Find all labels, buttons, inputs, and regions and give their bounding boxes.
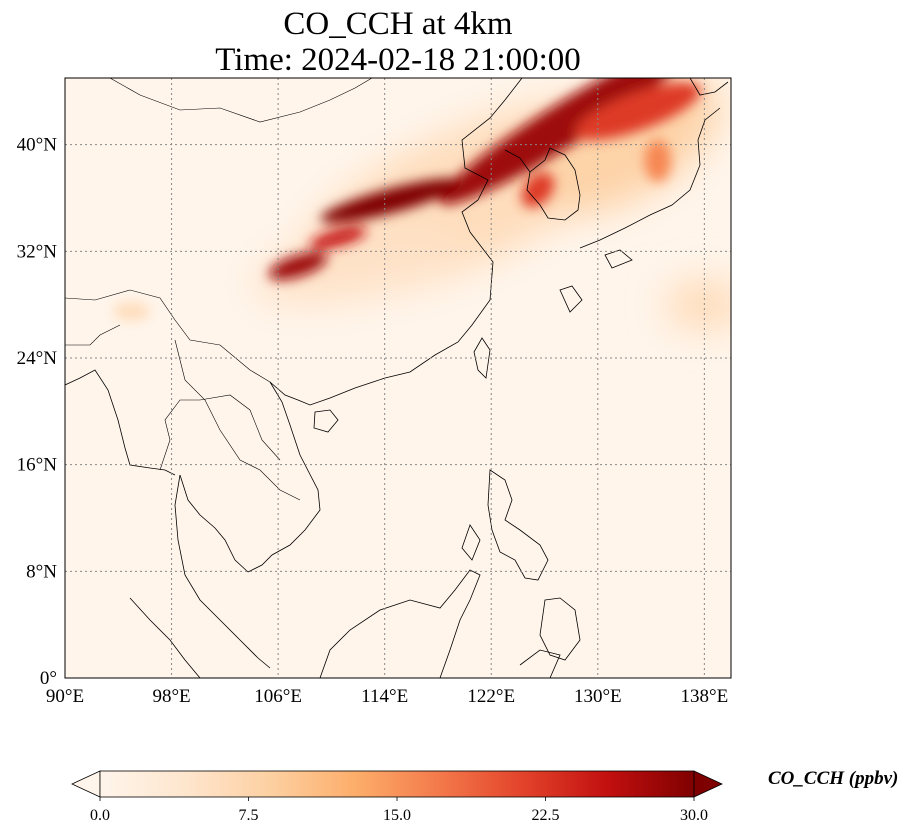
lon-tick-label: 106°E <box>254 686 302 707</box>
lat-tick-label: 40°N <box>17 135 58 156</box>
colorbar: 0.0 7.5 15.0 22.5 30.0 <box>71 770 723 824</box>
lon-tick-label: 122°E <box>467 686 515 707</box>
lon-tick-label: 138°E <box>681 686 729 707</box>
map-frame <box>64 77 732 679</box>
lat-tick-labels: 0° 8°N 16°N 24°N 32°N 40°N <box>17 135 58 689</box>
central-china-plume-1 <box>309 227 367 249</box>
lat-tick-label: 32°N <box>17 241 58 262</box>
lat-tick-label: 24°N <box>17 348 58 369</box>
north-china-plume <box>320 178 463 223</box>
colorbar-extend-max <box>693 770 723 798</box>
colorbar-tick-label: 22.5 <box>532 807 560 824</box>
plume-layer <box>112 78 701 321</box>
lat-tick-label: 0° <box>40 668 57 689</box>
yellow-sea-plume <box>521 172 555 208</box>
lon-tick-labels: 90°E 98°E 106°E 114°E 122°E 130°E 138°E <box>46 686 728 707</box>
japan-plume <box>644 139 672 183</box>
colorbar-extend-min <box>71 770 101 798</box>
colorbar-tick-label: 15.0 <box>383 807 411 824</box>
central-china-plume-2 <box>268 252 328 280</box>
gridlines <box>65 78 731 678</box>
colorbar-ticks: 0.0 7.5 15.0 22.5 30.0 <box>90 797 708 824</box>
haze-region <box>664 278 731 332</box>
haze-region <box>253 225 463 305</box>
lon-tick-label: 90°E <box>46 686 84 707</box>
lon-tick-label: 98°E <box>152 686 190 707</box>
korea-japan-sea-plume <box>574 82 701 141</box>
lat-tick-label: 8°N <box>26 561 57 582</box>
myanmar-patch <box>112 302 151 321</box>
title-line-1: CO_CCH at 4km <box>283 6 513 42</box>
northeast-plume <box>439 78 690 205</box>
colorbar-tick-label: 7.5 <box>239 807 259 824</box>
lon-tick-label: 130°E <box>574 686 622 707</box>
coastlines <box>65 78 729 678</box>
colorbar-label: CO_CCH (ppbv) <box>768 768 899 789</box>
colorbar-body <box>99 770 695 798</box>
title-line-2: Time: 2024-02-18 21:00:00 <box>215 42 581 78</box>
lon-tick-label: 114°E <box>361 686 408 707</box>
colorbar-tick-label: 0.0 <box>90 807 110 824</box>
colorbar-tick-label: 30.0 <box>680 807 708 824</box>
lat-tick-label: 16°N <box>17 455 58 476</box>
